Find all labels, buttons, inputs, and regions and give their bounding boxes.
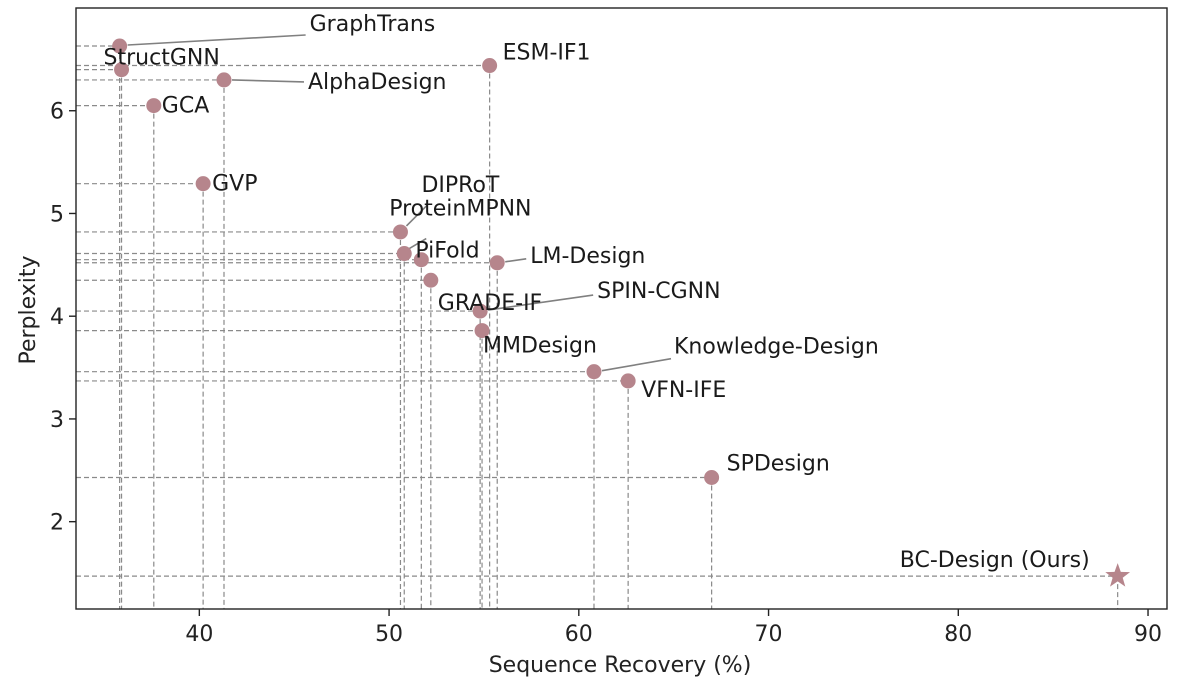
data-point-knowledge-design <box>586 364 602 380</box>
data-point-gca <box>146 98 162 114</box>
label-gca: GCA <box>162 94 209 119</box>
x-tick-label-80: 80 <box>944 622 972 647</box>
data-point-spin-cgnn <box>472 303 488 319</box>
x-tick-label-60: 60 <box>565 622 593 647</box>
x-tick-label-70: 70 <box>755 622 783 647</box>
data-markers <box>112 38 1131 587</box>
x-tick-label-40: 40 <box>185 622 213 647</box>
label-diprot: DIPRoT <box>421 173 499 198</box>
label-gvp: GVP <box>212 172 257 197</box>
data-point-esm-if1 <box>482 58 498 74</box>
y-tick-label-3: 3 <box>50 408 64 433</box>
data-point-proteinmpnn <box>396 246 412 262</box>
label-graphtrans: GraphTrans <box>310 12 436 37</box>
label-bc-design-ours: BC-Design (Ours) <box>900 548 1090 573</box>
y-tick-label-5: 5 <box>50 202 64 227</box>
guide-lines <box>76 45 1119 609</box>
x-tick-label-50: 50 <box>375 622 403 647</box>
label-structgnn: StructGNN <box>104 46 220 71</box>
leader-knowledge-design <box>601 357 672 372</box>
data-point-gvp <box>195 176 211 192</box>
label-pifold: PiFold <box>415 239 479 264</box>
label-spin-cgnn: SPIN-CGNN <box>597 279 720 304</box>
axis-ticks: 40 50 60 70 80 90 2 3 4 5 6 <box>50 100 1162 647</box>
data-point-structgnn <box>114 62 130 78</box>
leader-alphadesign <box>231 79 305 83</box>
label-alphadesign: AlphaDesign <box>308 70 447 95</box>
y-axis-label: Perplexity <box>16 255 41 364</box>
y-tick-label-6: 6 <box>50 100 64 125</box>
label-knowledge-design: Knowledge-Design <box>674 335 879 360</box>
y-tick-label-4: 4 <box>50 305 64 330</box>
label-esm-if1: ESM-IF1 <box>503 41 591 66</box>
label-proteinmpnn: ProteinMPNN <box>389 197 531 222</box>
leader-spin-cgnn <box>488 294 594 311</box>
leader-lm-design <box>505 257 527 263</box>
label-vfn-ife: VFN-IFE <box>641 378 726 403</box>
label-lm-design: LM-Design <box>530 244 645 269</box>
leader-proteinmpnn <box>408 237 427 250</box>
x-tick-label-90: 90 <box>1134 622 1162 647</box>
data-point-graphtrans <box>112 38 128 54</box>
leader-graphtrans <box>127 34 306 46</box>
x-axis-label: Sequence Recovery (%) <box>489 653 752 678</box>
plot-frame <box>75 7 1168 610</box>
data-point-grade-if <box>423 272 439 288</box>
data-point-vfn-ife <box>620 373 636 389</box>
data-point-alphadesign <box>216 72 232 88</box>
data-point-spdesign <box>704 469 720 485</box>
data-point-mmdesign <box>474 323 490 339</box>
y-tick-label-2: 2 <box>50 511 64 536</box>
data-point-diprot <box>392 224 408 240</box>
data-point-lm-design <box>489 255 505 271</box>
label-leader-lines <box>127 34 672 372</box>
data-point-bc-design-ours <box>1105 563 1131 587</box>
label-mmdesign: MMDesign <box>483 334 597 359</box>
leader-diprot <box>405 204 429 227</box>
data-point-pifold <box>413 252 429 268</box>
label-grade-if: GRADE-IF <box>438 291 542 316</box>
label-spdesign: SPDesign <box>727 451 830 476</box>
point-labels: GraphTrans StructGNN ESM-IF1 AlphaDesign GCA… <box>104 12 1090 573</box>
